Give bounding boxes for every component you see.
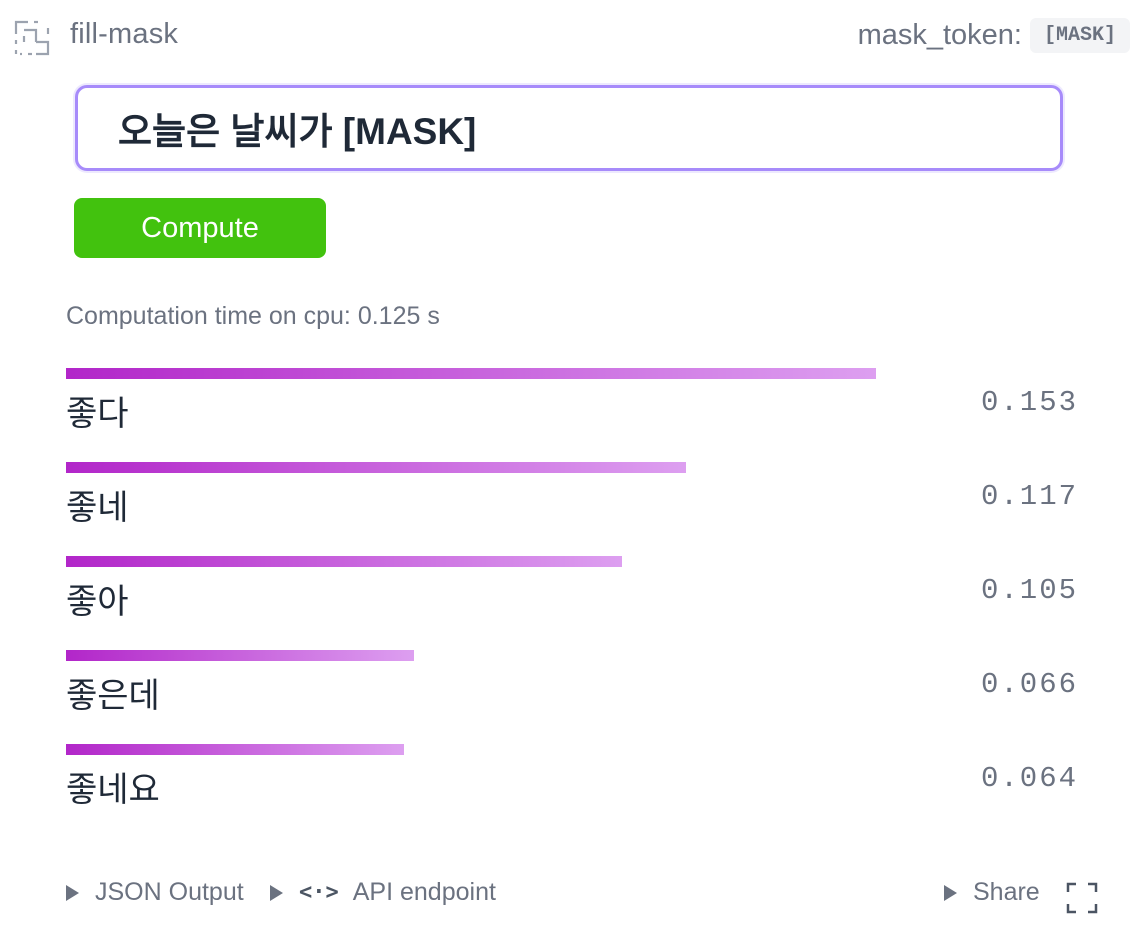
code-icon: <·> [299,880,339,905]
mask-token-info: mask_token: [MASK] [858,18,1130,53]
api-endpoint-label: API endpoint [352,878,496,906]
result-label: 좋네요 [66,771,160,809]
score-bar [66,368,876,379]
json-output-label: JSON Output [95,878,244,906]
result-row: 좋네 0.117 [66,462,1078,556]
result-label: 좋아 [66,583,129,621]
api-endpoint-toggle[interactable]: <·> API endpoint [270,878,496,907]
task-name[interactable]: fill-mask [70,18,179,50]
result-row: 좋다 0.153 [66,368,1078,462]
play-triangle-icon [66,884,79,901]
json-output-toggle[interactable]: JSON Output [66,878,244,907]
score-bar [66,744,404,755]
results-list: 좋다 0.153 좋네 0.117 좋아 0.105 좋은데 0.066 좋네요… [66,368,1078,838]
result-label: 좋다 [66,395,129,433]
result-label: 좋네 [66,489,129,527]
result-score: 0.066 [980,668,1078,701]
result-label: 좋은데 [66,677,160,715]
share-button[interactable]: Share [944,878,1040,907]
result-score: 0.153 [980,386,1078,419]
compute-button[interactable]: Compute [74,198,326,258]
result-row: 좋아 0.105 [66,556,1078,650]
text-input[interactable]: 오늘은 날씨가 [MASK] [75,85,1063,171]
mask-token-label: mask_token: [857,19,1022,51]
result-row: 좋은데 0.066 [66,650,1078,744]
result-score: 0.117 [980,480,1078,513]
score-bar [66,556,622,567]
computation-time: Computation time on cpu: 0.125 s [66,302,440,330]
result-score: 0.064 [980,762,1078,795]
fullscreen-icon[interactable] [1066,882,1098,914]
result-row: 좋네요 0.064 [66,744,1078,838]
mask-token-chip: [MASK] [1029,18,1130,53]
result-score: 0.105 [980,574,1078,607]
score-bar [66,462,686,473]
share-label: Share [973,878,1040,906]
widget-header: fill-mask mask_token: [MASK] [0,0,1144,72]
widget-footer: JSON Output <·> API endpoint Share [0,868,1144,924]
score-bar [66,650,414,661]
fill-mask-icon [14,20,50,56]
play-triangle-icon [270,884,283,901]
play-triangle-icon [944,884,957,901]
